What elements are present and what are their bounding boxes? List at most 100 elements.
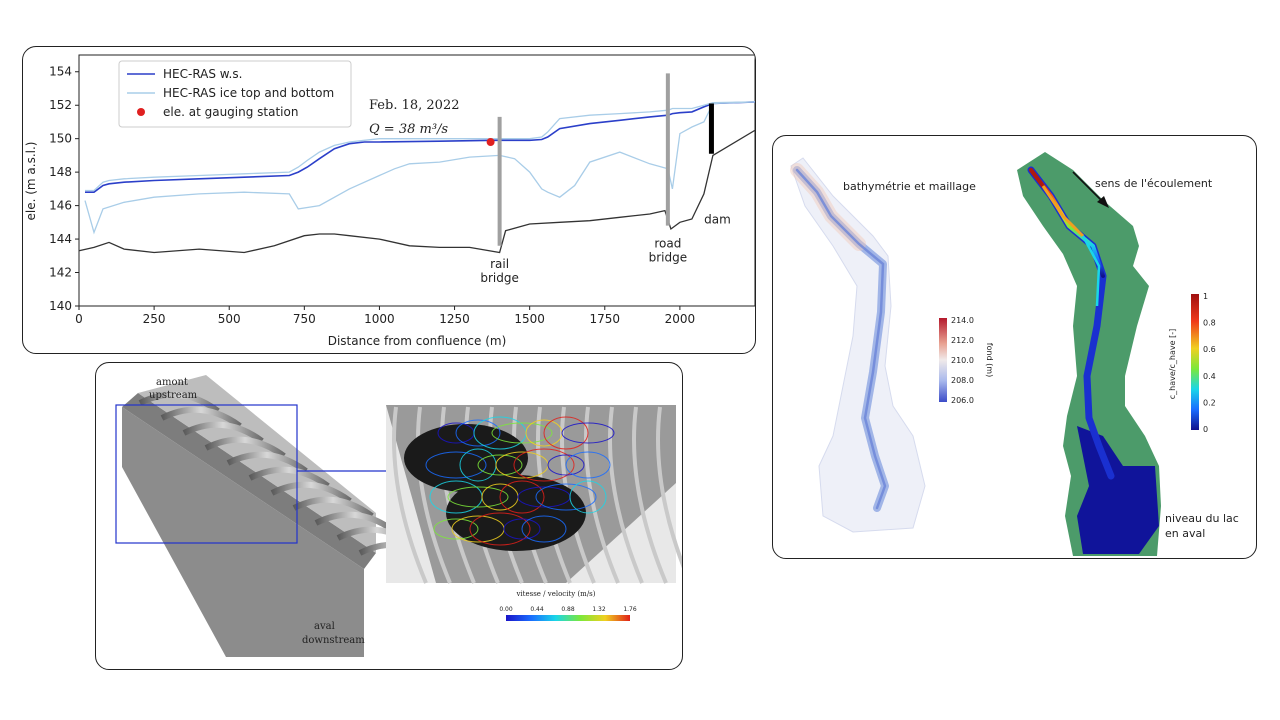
x-tick-label: 250 [143,312,166,326]
bathymetry-colorbar-label: fond (m) [985,343,994,377]
label-upstream: upstream [149,390,198,401]
concentration-tick-label: 0.4 [1203,372,1216,381]
streamline [521,515,567,543]
velocity-tick-label: 0.44 [530,606,544,613]
culvert-ridge-zoom [392,406,428,584]
streamline [491,422,553,444]
streamline [543,416,589,450]
annotation-flow: Q = 38 m³/s [369,122,448,137]
culvert-panel: amont upstream aval downstream vitesse /… [95,362,683,670]
streamline [469,512,531,546]
streamline [477,454,523,476]
x-tick-label: 1000 [364,312,395,326]
y-tick-label: 154 [49,65,72,79]
series-line-1 [85,101,755,192]
x-axis-label: Distance from confluence (m) [328,334,507,348]
streamline [503,518,541,540]
y-tick-label: 142 [49,266,72,280]
flow-direction-title: sens de l'écoulement [1095,177,1213,190]
velocity-tick-label: 0.88 [561,606,575,613]
legend-label-ws: HEC-RAS w.s. [163,67,242,81]
series-line-0 [85,101,755,193]
culvert-ridge [204,436,286,459]
y-axis-label: ele. (m a.s.l.) [24,142,38,221]
velocity-tick-label: 0.00 [499,606,513,613]
bathymetry-title: bathymétrie et maillage [843,180,976,193]
velocity-tick-label: 1.32 [592,606,606,613]
label-aval: aval [314,621,335,632]
streamline [425,451,487,479]
culvert-ridge [182,421,264,444]
culvert-ridge-zoom [416,406,452,584]
streamline [513,448,575,482]
structure-label-2: dam [704,213,731,227]
concentration-tick-label: 0.6 [1203,345,1216,354]
bathymetry-tick-label: 214.0 [951,316,974,325]
culvert-ridge [270,481,352,504]
x-tick-label: 750 [293,312,316,326]
bathymetry-tick-label: 208.0 [951,376,974,385]
lake-label-line2: en aval [1165,527,1205,540]
streamline [565,451,611,479]
legend-swatch-gauge [137,108,145,116]
legend-label-gauge: ele. at gauging station [163,105,298,119]
concentration-tick-label: 0 [1203,425,1208,434]
culvert-figure: amont upstream aval downstream vitesse /… [115,375,682,657]
culvert-ridge-zoom [632,406,668,584]
y-tick-label: 152 [49,98,72,112]
velocity-tick-label: 1.76 [623,606,637,613]
y-tick-label: 146 [49,199,72,213]
legend-label-ice: HEC-RAS ice top and bottom [163,86,334,100]
culvert-model-image [122,375,440,657]
river-figure: bathymétrie et maillage 214.0 212.0 210.0 2… [790,152,1239,556]
bathymetry-tick-label: 206.0 [951,396,974,405]
structure-label2-1: bridge [649,251,688,265]
x-tick-label: 1500 [514,312,545,326]
structure-label-0: rail [490,257,509,271]
gauging-point [486,138,495,147]
annotation-date: Feb. 18, 2022 [369,98,459,113]
culvert-ridge-zoom [656,406,682,569]
y-tick-label: 148 [49,165,72,179]
zoom-box [115,404,298,544]
concentration-map [1017,152,1161,556]
streamline [433,518,479,540]
streamline [547,454,585,476]
x-tick-label: 0 [75,312,83,326]
flow-arrow [1072,171,1104,203]
concentration-tick-label: 0.2 [1203,398,1216,407]
label-downstream: downstream [302,635,365,646]
culvert-ridge-zoom [608,406,644,584]
lake-label-line1: niveau du lac [1165,512,1239,525]
profile-panel: 0 250 500 750 1000 1250 1500 1750 2000 140 142 144 1… [22,46,756,354]
bathymetry-tick-label: 210.0 [951,356,974,365]
river-panel: bathymétrie et maillage 214.0 212.0 210.0 2… [772,135,1257,559]
culvert-ridge [138,391,220,414]
culvert-ridge [160,406,242,429]
profile-chart: 0 250 500 750 1000 1250 1500 1750 2000 140 142 144 1… [24,54,755,348]
bathymetry-colorbar [939,318,947,402]
bathymetry-map [790,157,926,533]
concentration-tick-label: 1 [1203,292,1208,301]
bathymetry-tick-label: 212.0 [951,336,974,345]
culvert-ridge [292,496,374,519]
plot-frame [78,54,755,307]
concentration-tick-label: 0.8 [1203,319,1216,328]
cfd-streamlines-image [386,405,682,584]
x-tick-label: 1250 [439,312,470,326]
legend: HEC-RAS w.s. HEC-RAS ice top and bottom … [118,60,352,128]
y-tick-label: 144 [49,232,72,246]
y-tick-label: 150 [49,132,72,146]
velocity-colorbar [506,615,630,621]
x-tick-label: 500 [218,312,241,326]
streamline [561,422,615,444]
streamline [447,486,509,508]
streamline [535,483,597,511]
streamline [499,480,545,514]
culvert-ridge [226,451,308,474]
series-line-3 [78,129,755,254]
concentration-colorbar [1191,294,1199,430]
structure-label-1: road [654,237,681,251]
streamline [569,480,607,514]
streamline [455,419,501,447]
